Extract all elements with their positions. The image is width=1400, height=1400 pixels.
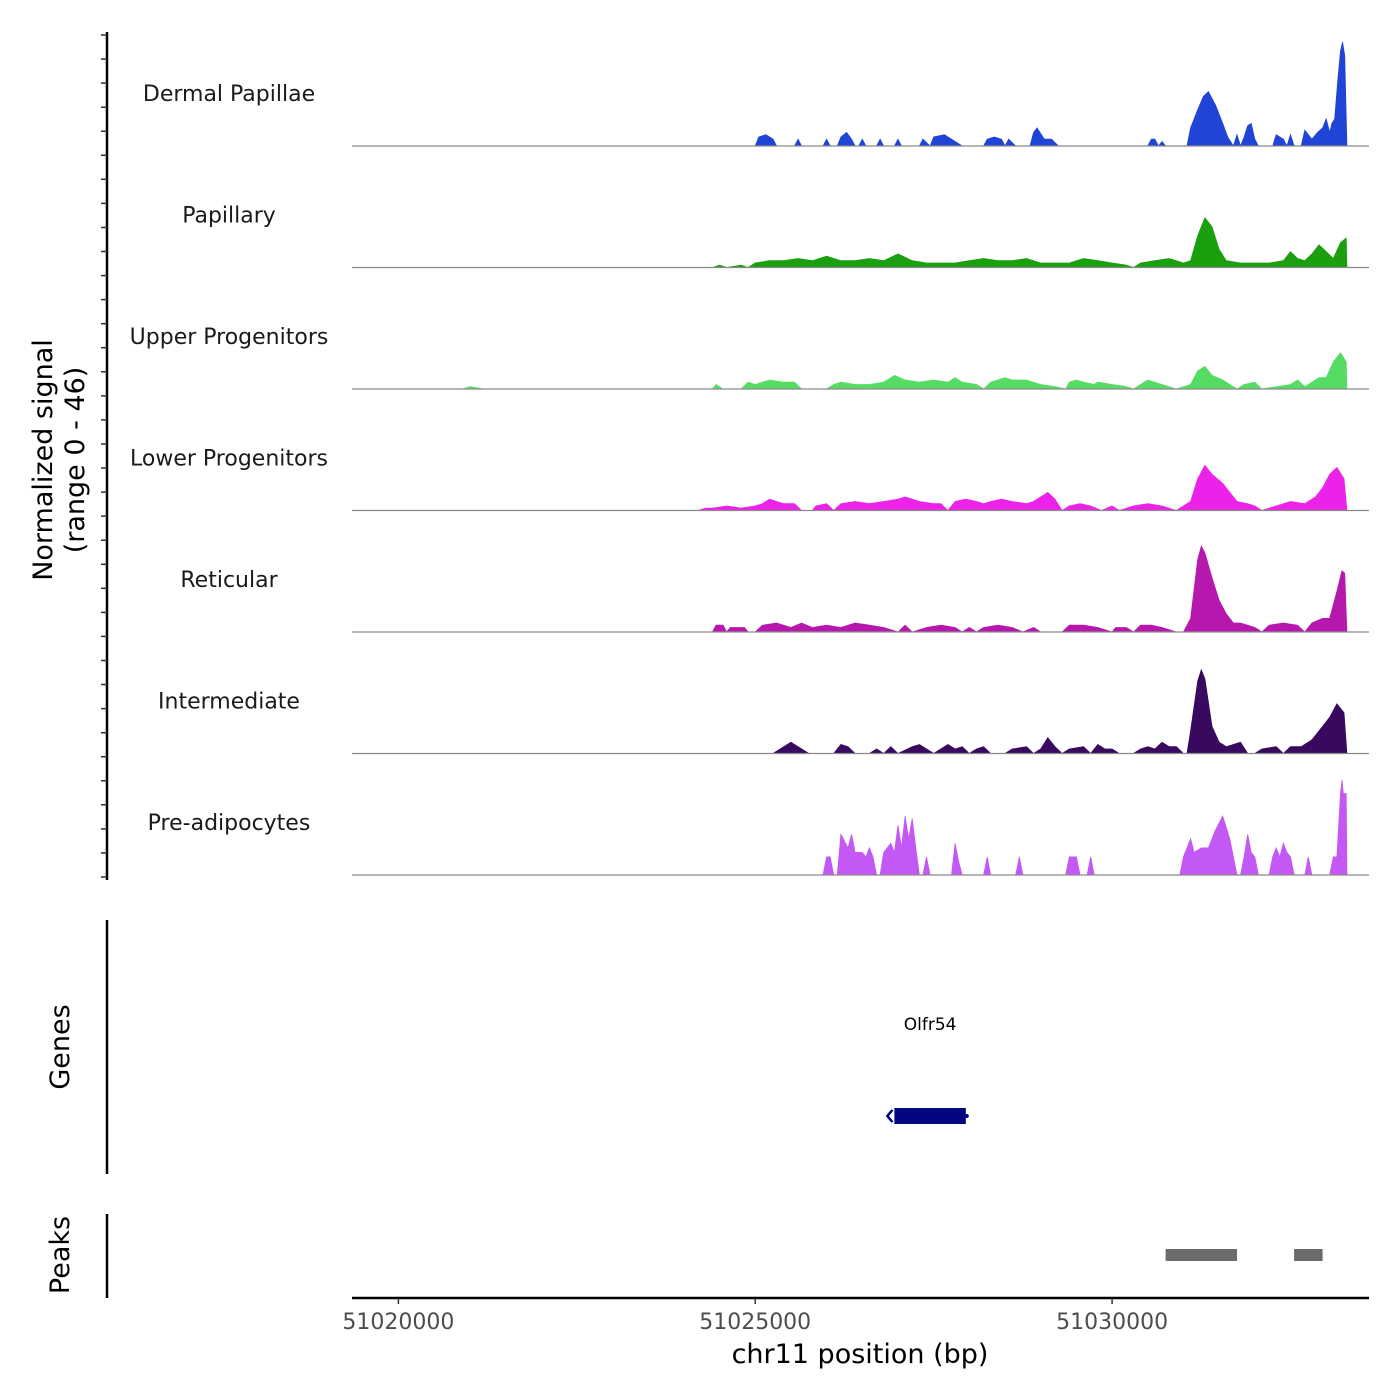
genes-track-title: Genes [45, 1004, 76, 1089]
track-pre-adipocytes: Pre-adipocytes [148, 779, 1369, 876]
x-tick-label: 51025000 [699, 1310, 811, 1335]
peak-region [1294, 1249, 1323, 1261]
track-label: Lower Progenitors [130, 447, 328, 472]
track-label: Upper Progenitors [130, 325, 329, 350]
track-papillary: Papillary [182, 204, 1369, 269]
gene-label: Olfr54 [904, 1015, 957, 1035]
track-signal-area [697, 464, 1348, 512]
genes-track: Olfr54 [885, 1015, 969, 1124]
track-label: Reticular [180, 568, 278, 593]
gene-end-marker [964, 1114, 969, 1118]
peaks-track [1165, 1249, 1323, 1261]
track-signal-area [711, 545, 1348, 633]
signal-tracks: Dermal Papillae Papillary Upper Progenitor… [130, 41, 1369, 876]
track-dermal-papillae: Dermal Papillae [143, 41, 1369, 148]
x-tick-label: 51020000 [342, 1310, 454, 1335]
track-signal-area [754, 41, 1348, 148]
peak-region [1165, 1249, 1237, 1261]
signal-y-axis [101, 32, 109, 880]
track-lower-progenitors: Lower Progenitors [130, 447, 1369, 512]
peaks-track-title: Peaks [45, 1216, 76, 1294]
track-upper-progenitors: Upper Progenitors [130, 325, 1369, 390]
track-label: Intermediate [158, 690, 300, 715]
track-reticular: Reticular [180, 545, 1369, 633]
track-label: Papillary [182, 204, 276, 229]
track-signal-area [822, 779, 1348, 876]
track-signal-area [771, 668, 1348, 755]
x-axis-title: chr11 position (bp) [732, 1339, 989, 1370]
x-axis-ticks: 51020000 51025000 51030000 [342, 1298, 1168, 1335]
track-label: Dermal Papillae [143, 82, 315, 107]
gene-body [894, 1108, 966, 1124]
track-intermediate: Intermediate [158, 668, 1369, 755]
track-signal-area [712, 217, 1348, 268]
y-axis-subtitle: (range 0 - 46) [60, 367, 91, 554]
gene-strand-arrow [885, 1109, 894, 1123]
y-axis-title: Normalized signal [28, 339, 59, 581]
track-label: Pre-adipocytes [148, 811, 311, 836]
x-tick-label: 51030000 [1056, 1310, 1168, 1335]
track-signal-area [462, 352, 1348, 390]
